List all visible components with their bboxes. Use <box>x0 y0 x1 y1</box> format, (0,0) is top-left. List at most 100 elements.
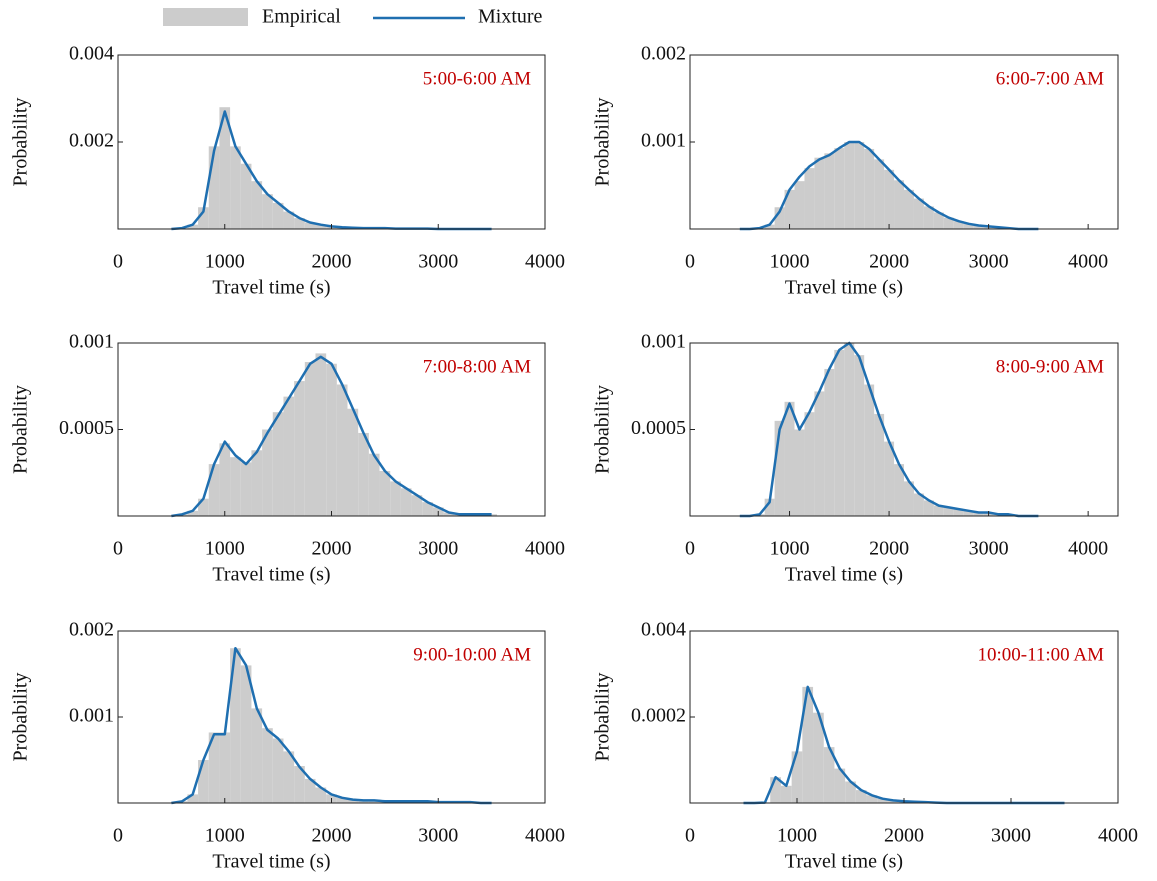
annotation: 7:00-8:00 AM <box>423 356 531 377</box>
empirical-bar <box>230 648 241 803</box>
x-tick-label: 4000 <box>525 538 565 560</box>
annotation: 5:00-6:00 AM <box>423 68 531 89</box>
empirical-bar <box>963 223 974 229</box>
x-tick-label: 4000 <box>1068 538 1108 560</box>
x-axis-label: Travel time (s) <box>785 564 903 586</box>
x-axis-label: Travel time (s) <box>212 277 330 299</box>
x-tick-label: 3000 <box>969 251 1009 273</box>
y-tick-label: 0.001 <box>69 705 114 727</box>
y-tick-label: 0.004 <box>641 619 686 641</box>
empirical-bar <box>884 441 895 516</box>
x-tick-label: 3000 <box>418 251 458 273</box>
empirical-bar <box>208 732 220 803</box>
empirical-bar <box>294 218 305 229</box>
x-tick-label: 0 <box>685 538 695 560</box>
empirical-bar <box>251 450 263 516</box>
empirical-bar <box>304 222 316 229</box>
x-tick-label: 0 <box>685 251 695 273</box>
y-tick-label: 0.001 <box>69 331 114 353</box>
empirical-bar <box>272 202 284 229</box>
empirical-bar <box>315 787 327 803</box>
empirical-bar <box>784 189 795 229</box>
empirical-bar <box>443 512 455 516</box>
empirical-bar <box>866 795 878 803</box>
empirical-bar <box>326 363 337 516</box>
y-tick-label: 0.0005 <box>59 417 114 439</box>
empirical-bar <box>219 732 231 803</box>
legend-label: Empirical <box>262 6 341 28</box>
empirical-bar <box>358 432 369 516</box>
annotation: 8:00-9:00 AM <box>996 356 1104 377</box>
x-tick-label: 3000 <box>969 538 1009 560</box>
empirical-bar <box>347 799 359 803</box>
empirical-bar <box>814 391 825 516</box>
empirical-bar <box>262 429 273 516</box>
empirical-bar <box>219 107 231 229</box>
empirical-bar <box>198 207 209 229</box>
empirical-bar <box>913 493 924 516</box>
empirical-bar <box>874 159 885 229</box>
empirical-bar <box>187 510 199 516</box>
mixture-line <box>171 355 492 518</box>
empirical-bar <box>780 785 792 803</box>
empirical-bar <box>400 488 412 516</box>
empirical-bar <box>933 505 944 516</box>
empirical-bar <box>770 777 781 803</box>
empirical-bar <box>358 800 369 803</box>
empirical-bar <box>347 408 359 516</box>
empirical-bar <box>251 708 263 803</box>
empirical-bar <box>272 412 284 516</box>
empirical-bar <box>774 420 785 516</box>
y-tick-label: 0.002 <box>69 130 114 152</box>
empirical-bar <box>390 481 401 516</box>
empirical-bar <box>219 443 231 516</box>
empirical-bar <box>198 498 209 516</box>
y-axis-label: Probability <box>10 98 32 187</box>
empirical-bar <box>794 181 805 229</box>
empirical-bar <box>963 510 974 516</box>
y-tick-label: 0.001 <box>641 130 686 152</box>
empirical-bar <box>251 181 263 229</box>
empirical-bar <box>864 148 875 229</box>
empirical-bar <box>913 198 924 229</box>
empirical-bar <box>315 353 327 516</box>
legend-swatch-empirical <box>163 8 248 26</box>
empirical-bar <box>230 457 241 516</box>
empirical-bar <box>834 349 845 516</box>
x-tick-label: 1000 <box>770 538 810 560</box>
empirical-bar <box>824 153 835 229</box>
empirical-bar <box>874 413 885 516</box>
empirical-bar <box>336 384 348 516</box>
empirical-bar <box>794 429 805 516</box>
x-axis-label: Travel time (s) <box>212 564 330 586</box>
empirical-bar <box>240 665 252 803</box>
annotation: 10:00-11:00 AM <box>978 644 1105 665</box>
empirical-bar <box>854 142 865 229</box>
x-tick-label: 4000 <box>525 251 565 273</box>
empirical-bar <box>884 169 895 229</box>
empirical-bar <box>379 471 391 516</box>
y-axis-label: Probability <box>10 385 32 474</box>
empirical-bar <box>844 142 855 229</box>
x-tick-label: 2000 <box>869 538 909 560</box>
empirical-bar <box>304 778 316 803</box>
x-tick-label: 2000 <box>312 538 352 560</box>
x-tick-label: 2000 <box>312 825 352 847</box>
x-axis-label: Travel time (s) <box>785 851 903 873</box>
empirical-bar <box>804 168 815 229</box>
empirical-bar <box>943 507 954 516</box>
x-tick-label: 1000 <box>205 538 245 560</box>
x-tick-label: 3000 <box>418 825 458 847</box>
empirical-bar <box>240 462 252 516</box>
empirical-bar <box>953 509 964 516</box>
empirical-bar <box>894 464 904 516</box>
empirical-bar <box>864 384 875 516</box>
empirical-bar <box>208 146 220 229</box>
x-tick-label: 0 <box>685 825 695 847</box>
x-tick-label: 4000 <box>525 825 565 847</box>
y-axis-label: Probability <box>592 98 614 187</box>
empirical-bar <box>855 790 867 803</box>
empirical-bar <box>294 766 305 803</box>
empirical-bar <box>887 800 899 803</box>
legend-label: Mixture <box>478 6 543 28</box>
